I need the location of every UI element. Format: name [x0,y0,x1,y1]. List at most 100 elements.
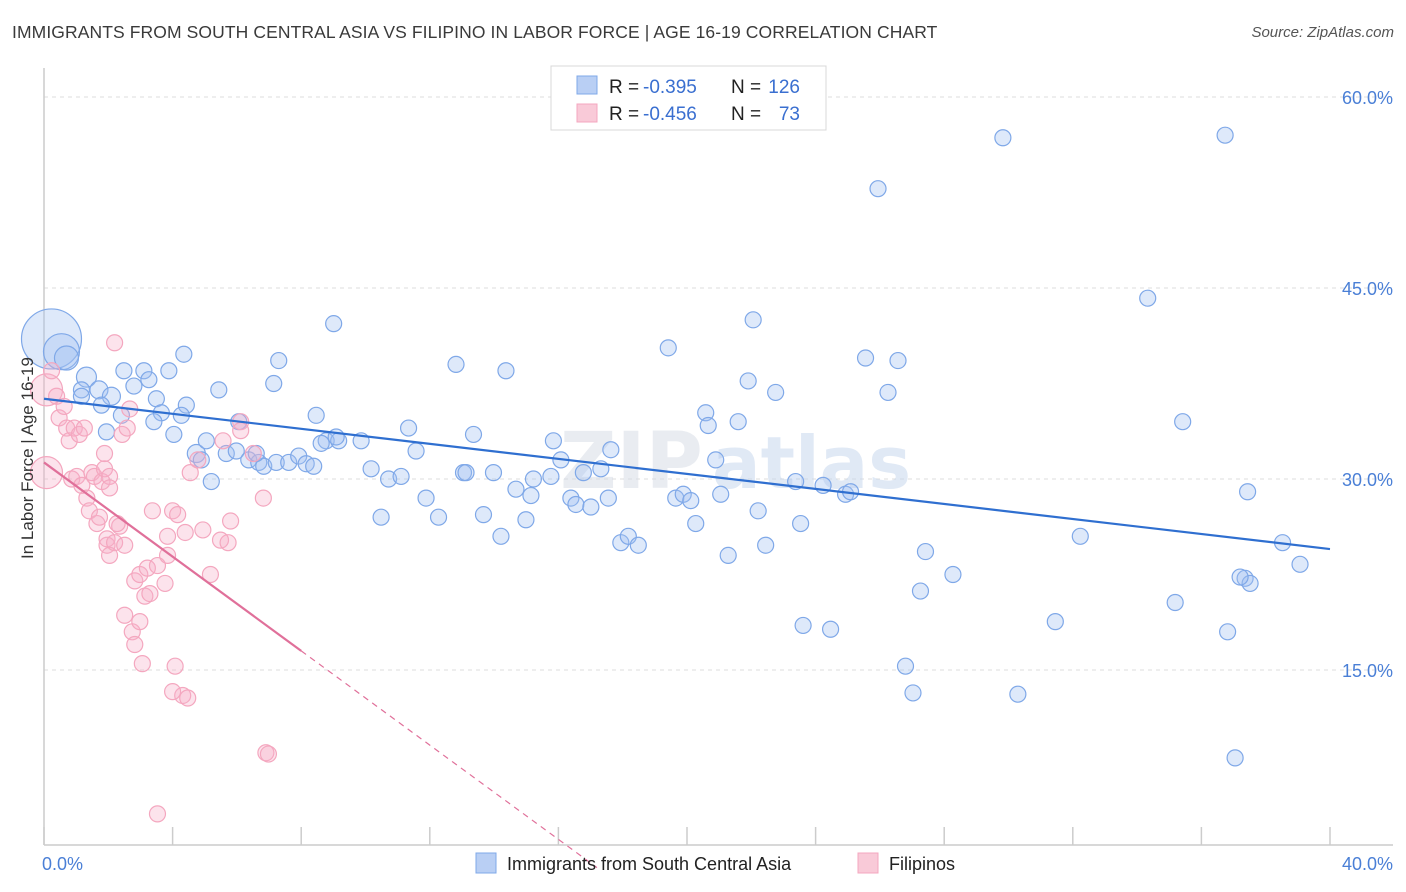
legend-n-value-immigrants: 126 [768,77,800,98]
point-filipinos [156,574,174,593]
trend-line-immigrants [43,397,1331,551]
point-immigrants [1216,126,1234,144]
point-immigrants [517,511,535,529]
bottom-legend-label-filipinos: Filipinos [889,854,955,874]
x-tick-label: 0.0% [42,854,83,874]
point-immigrants [944,565,962,584]
point-immigrants [1291,555,1309,573]
point-filipinos [100,479,119,497]
point-immigrants [889,351,907,370]
point-immigrants [792,514,810,533]
chart-source: Source: ZipAtlas.com [1251,24,1394,41]
y-tick-label: 60.0% [1342,88,1393,108]
point-immigrants [904,684,922,702]
point-filipinos [166,657,184,675]
trend-line-filipinos [43,461,302,652]
point-filipinos [80,502,98,520]
point-immigrants [497,362,515,380]
point-immigrants [97,423,116,441]
point-immigrants [1219,623,1237,641]
point-filipinos [164,683,182,701]
point-immigrants [599,489,617,507]
point-filipinos [143,502,162,520]
point-immigrants [392,467,410,486]
point-immigrants [42,333,81,371]
point-filipinos [90,508,109,526]
point-filipinos [201,565,220,584]
point-immigrants [659,339,677,357]
point-immigrants [879,383,897,402]
point-immigrants [994,129,1012,147]
point-filipinos [42,362,61,380]
legend-n-label-filipinos: N = [731,104,761,125]
point-immigrants [474,506,493,524]
point-filipinos [141,584,159,603]
point-immigrants [53,345,80,371]
point-immigrants [227,442,245,460]
point-immigrants [757,536,775,554]
point-immigrants [429,508,448,526]
point-filipinos [158,527,177,545]
point-immigrants [447,355,465,373]
point-immigrants [492,527,510,545]
point-immigrants [729,413,747,431]
point-immigrants [177,396,195,414]
legend-r-label-immigrants: R = [609,77,639,98]
point-immigrants [372,508,390,526]
point-filipinos [118,419,136,437]
point-filipinos [189,451,207,469]
legend-r-label-filipinos: R = [609,104,639,125]
point-filipinos [126,635,144,654]
point-filipinos [116,606,134,624]
point-immigrants [524,470,543,488]
point-immigrants [707,451,725,469]
point-immigrants [265,374,283,393]
point-filipinos [148,805,167,823]
bottom-legend-swatch-filipinos [857,852,879,874]
point-immigrants [582,498,600,516]
legend-r-value-immigrants: -0.395 [643,77,697,98]
point-immigrants [305,457,323,475]
point-immigrants [911,582,930,600]
point-immigrants [362,460,380,478]
point-immigrants [464,425,483,444]
point-filipinos [29,456,64,490]
point-immigrants [417,489,435,507]
point-immigrants [140,371,158,389]
series-filipinos-points [29,334,278,823]
point-immigrants [280,453,298,472]
point-immigrants [89,380,109,400]
point-filipinos [176,523,194,542]
point-filipinos [106,534,124,552]
point-filipinos [181,464,199,482]
point-immigrants [307,406,325,424]
point-immigrants [744,311,762,329]
point-immigrants [325,315,343,333]
point-immigrants [697,404,715,422]
point-immigrants [719,546,737,565]
point-immigrants [1166,593,1184,612]
point-immigrants [135,362,153,380]
point-immigrants [1071,527,1089,545]
point-immigrants [687,514,705,533]
point-immigrants [869,180,887,198]
point-immigrants [407,442,425,460]
point-immigrants [739,372,757,390]
watermark-atlas: atlas [712,421,911,505]
point-immigrants [1241,574,1259,593]
point-immigrants [629,536,647,554]
legend-correlation: R = -0.395 N = 126 R = -0.456 N = 73 [550,65,827,131]
legend-series: Immigrants from South Central Asia Filip… [475,852,955,874]
point-immigrants [896,657,915,675]
point-filipinos [138,559,156,577]
chart-title: IMMIGRANTS FROM SOUTH CENTRAL ASIA VS FI… [12,22,938,42]
point-immigrants [712,485,730,503]
point-immigrants [856,349,875,367]
point-immigrants [101,386,122,406]
point-filipinos [133,655,151,673]
point-immigrants [20,308,83,370]
y-tick-label: 30.0% [1342,470,1393,490]
y-tick-labels: 15.0% 30.0% 45.0% 60.0% [1342,88,1393,681]
point-immigrants [210,381,228,399]
